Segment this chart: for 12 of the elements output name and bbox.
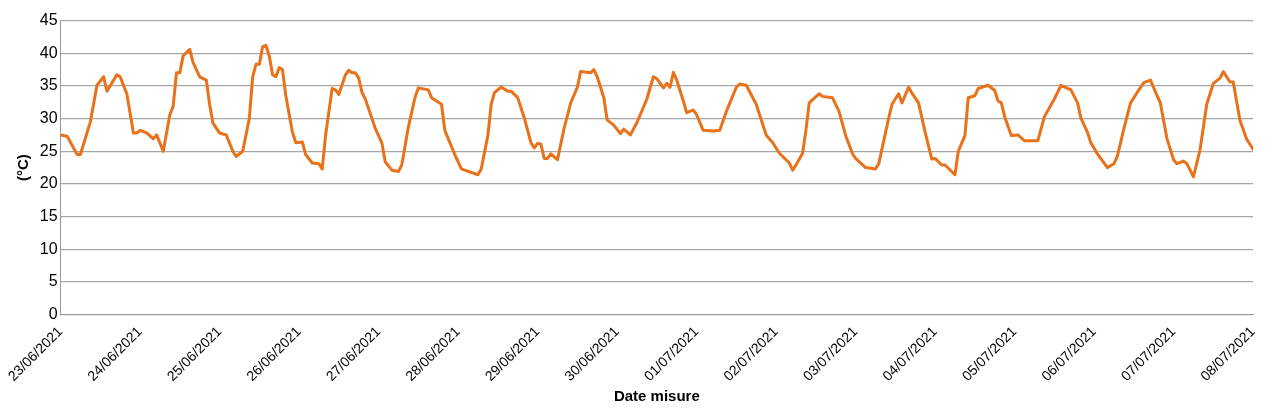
- y-tick-label: 5: [48, 272, 58, 290]
- y-tick-label: 30: [39, 109, 58, 126]
- y-tick-label: 10: [39, 239, 58, 257]
- y-tick-label: 45: [39, 11, 58, 29]
- x-axis-title: Date misure: [613, 387, 700, 405]
- y-tick-label: 20: [39, 174, 58, 192]
- y-tick-label: 0: [48, 304, 58, 322]
- y-axis-title: (°C): [13, 154, 31, 181]
- y-tick-label: 25: [39, 141, 58, 159]
- y-tick-label: 15: [39, 206, 58, 224]
- y-tick-label: 35: [39, 76, 58, 94]
- y-tick-label: 40: [39, 43, 58, 61]
